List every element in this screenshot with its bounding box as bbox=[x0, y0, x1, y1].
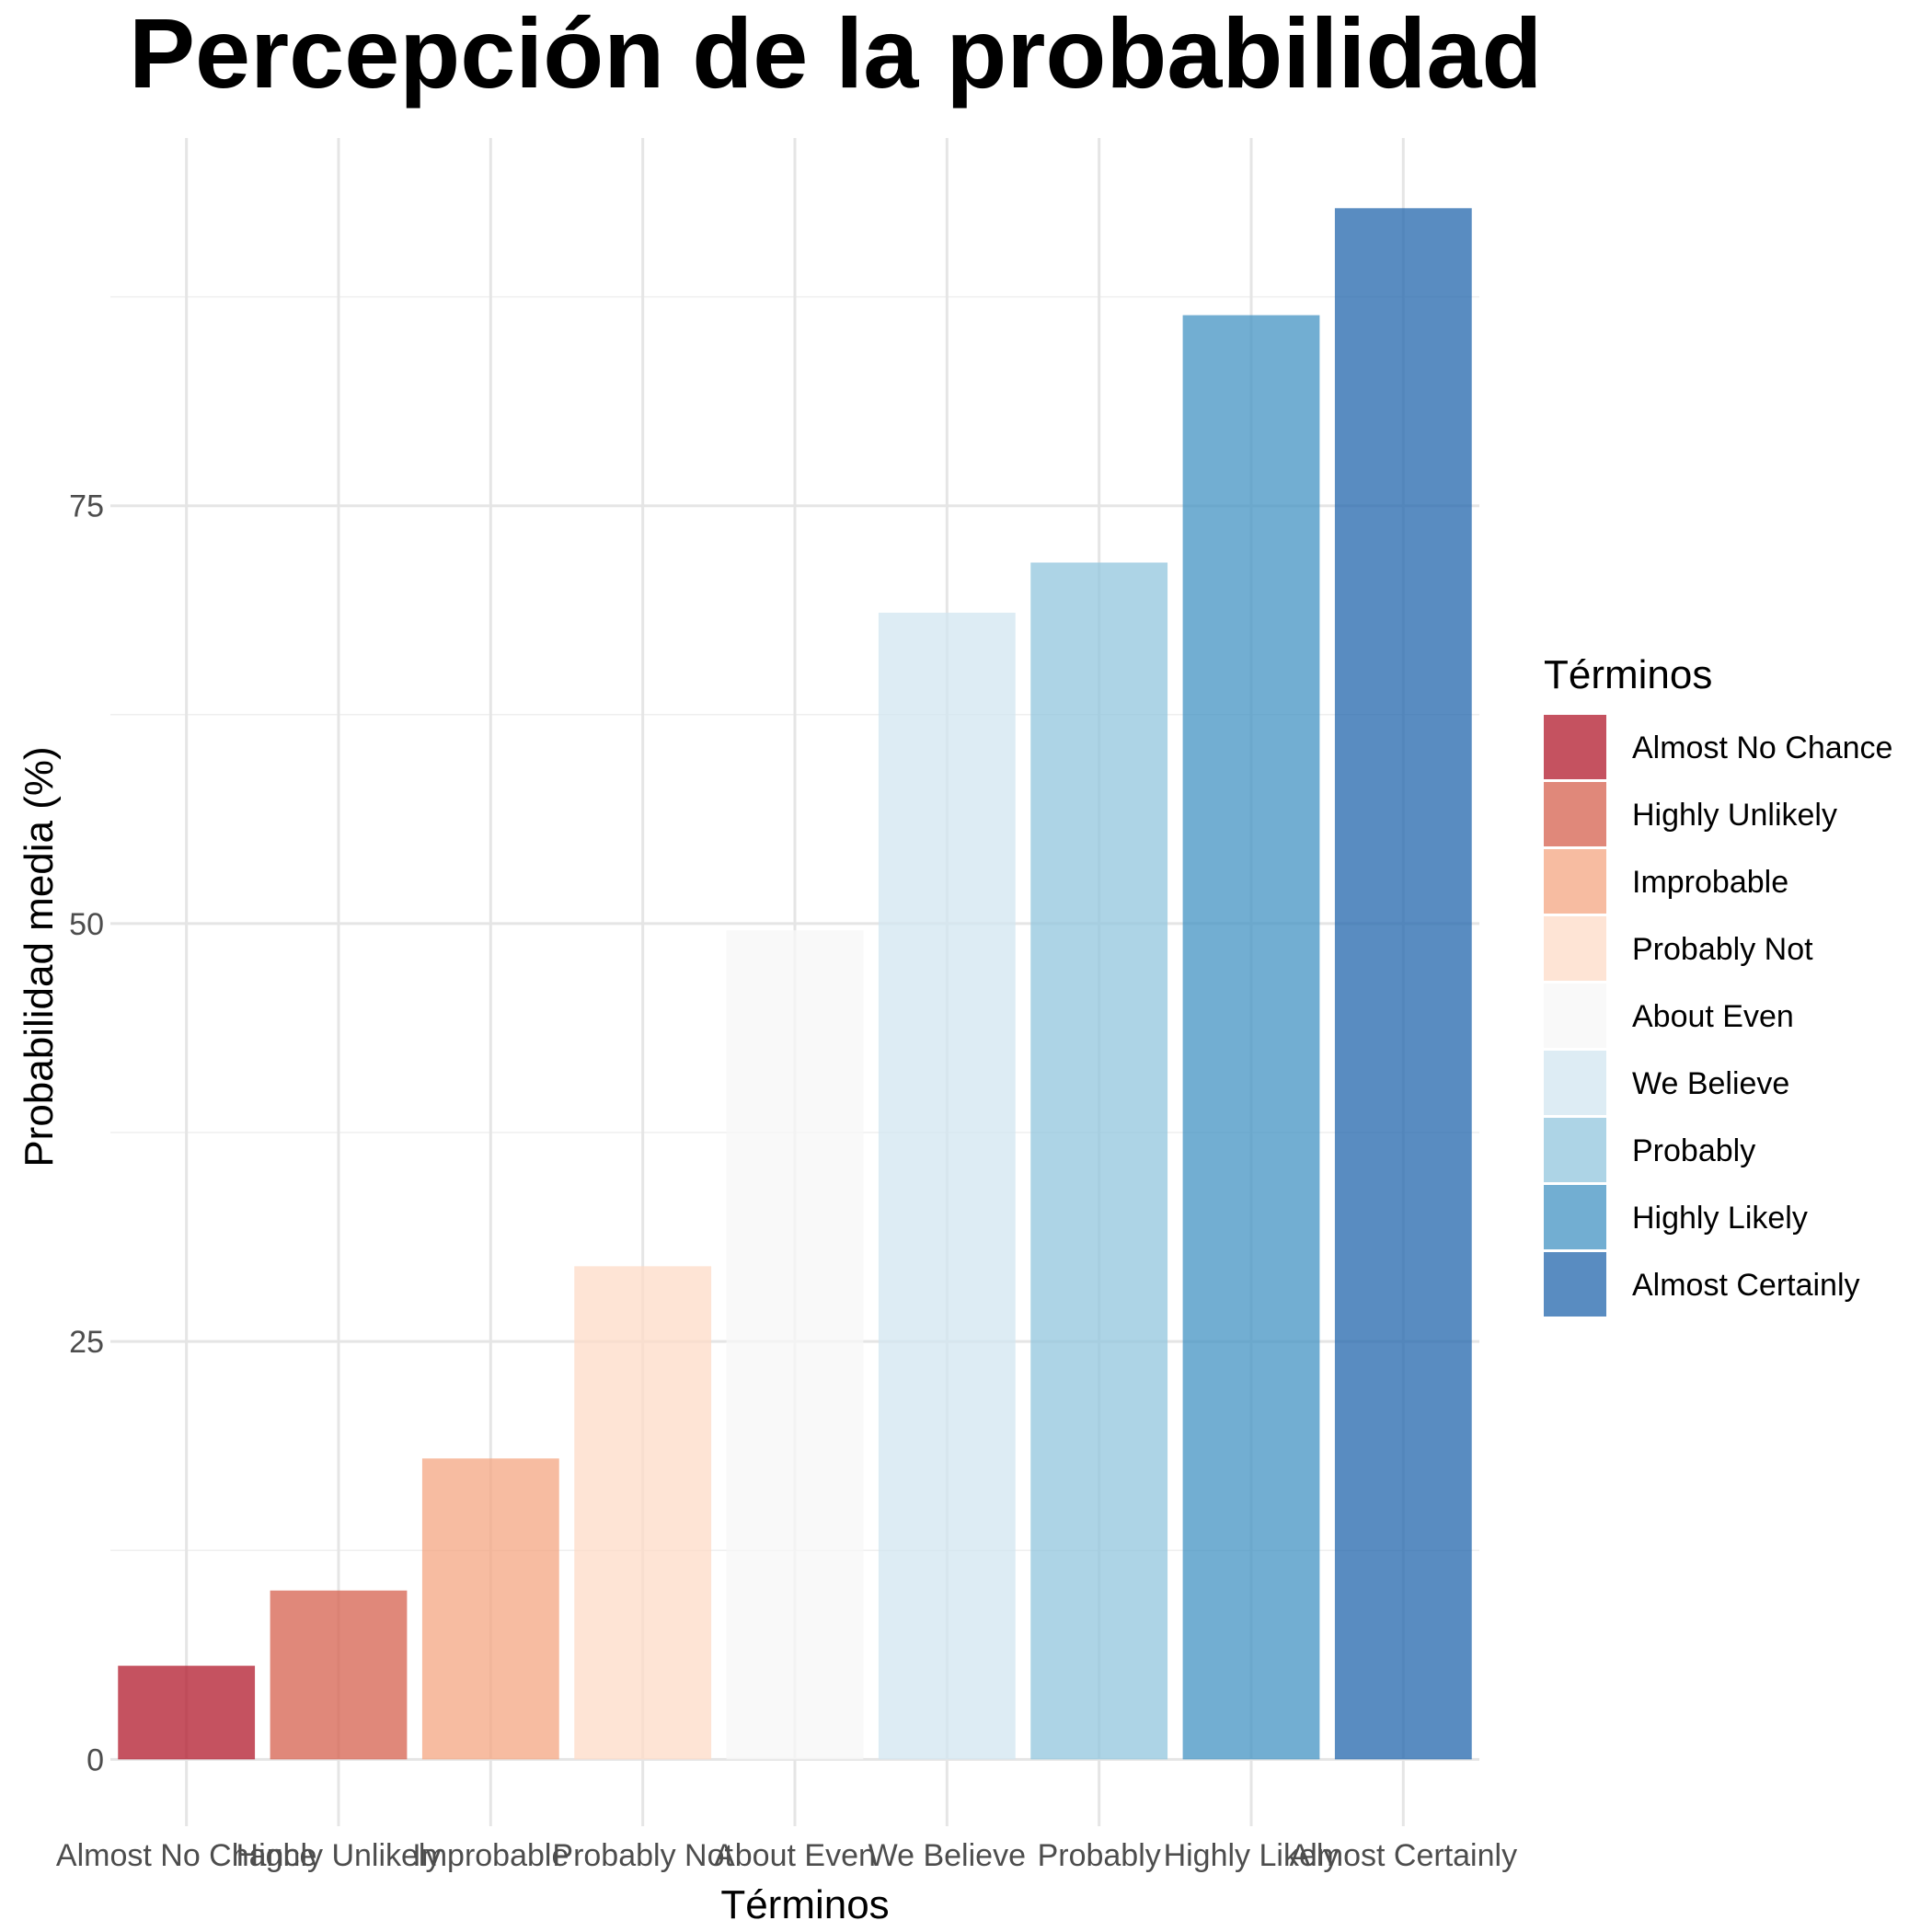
y-axis-ticks: 0 25 50 75 bbox=[69, 489, 104, 1778]
x-tick-label: Almost Certainly bbox=[1290, 1838, 1518, 1873]
bar bbox=[118, 1665, 256, 1760]
legend-label: We Believe bbox=[1632, 1066, 1789, 1101]
legend-key bbox=[1544, 916, 1606, 981]
x-tick-label: We Believe bbox=[868, 1838, 1026, 1873]
x-tick-label: Probably Not bbox=[552, 1838, 733, 1873]
legend-title: Términos bbox=[1544, 652, 1712, 697]
legend-label: Almost No Chance bbox=[1632, 730, 1892, 765]
x-tick-label: Probably bbox=[1038, 1838, 1161, 1873]
legend-key bbox=[1544, 1185, 1606, 1249]
legend-items: Almost No Chance Highly Unlikely Improbabl… bbox=[1544, 715, 1892, 1317]
bar bbox=[1030, 562, 1168, 1760]
bar bbox=[726, 930, 864, 1760]
legend-key bbox=[1544, 1051, 1606, 1115]
legend-key bbox=[1544, 1118, 1606, 1182]
y-tick-label: 0 bbox=[86, 1742, 104, 1777]
legend-key bbox=[1544, 849, 1606, 914]
x-tick-label: About Even bbox=[714, 1838, 876, 1873]
y-tick-label: 75 bbox=[69, 489, 104, 524]
legend-label: Highly Likely bbox=[1632, 1201, 1808, 1236]
legend-label: Probably bbox=[1632, 1133, 1755, 1168]
bars bbox=[118, 208, 1472, 1760]
legend-label: Almost Certainly bbox=[1632, 1268, 1860, 1303]
legend-key bbox=[1544, 1252, 1606, 1317]
legend-key bbox=[1544, 715, 1606, 779]
bar bbox=[878, 612, 1016, 1760]
x-tick-label: Improbable bbox=[412, 1838, 569, 1873]
x-axis-title: Términos bbox=[720, 1882, 889, 1927]
chart-title: Percepción de la probabilidad bbox=[129, 0, 1542, 109]
x-tick-label: Almost No Chance bbox=[56, 1838, 316, 1873]
bar bbox=[1182, 315, 1320, 1760]
bar bbox=[421, 1458, 559, 1760]
y-tick-label: 25 bbox=[69, 1325, 104, 1360]
bar bbox=[270, 1590, 408, 1760]
y-axis-title: Probabilidad media (%) bbox=[17, 746, 62, 1167]
y-tick-label: 50 bbox=[69, 907, 104, 942]
x-tick-label: Highly Likely bbox=[1164, 1838, 1340, 1873]
legend-label: Improbable bbox=[1632, 865, 1788, 900]
legend-key bbox=[1544, 782, 1606, 846]
x-tick-label: Highly Unlikely bbox=[236, 1838, 442, 1873]
bar bbox=[1334, 208, 1472, 1760]
legend: Términos Almost No Chance Highly Unlikely… bbox=[1544, 652, 1892, 1317]
bar bbox=[574, 1266, 712, 1760]
legend-label: About Even bbox=[1632, 999, 1794, 1034]
legend-label: Probably Not bbox=[1632, 932, 1813, 967]
legend-key bbox=[1544, 983, 1606, 1048]
legend-label: Highly Unlikely bbox=[1632, 798, 1837, 833]
